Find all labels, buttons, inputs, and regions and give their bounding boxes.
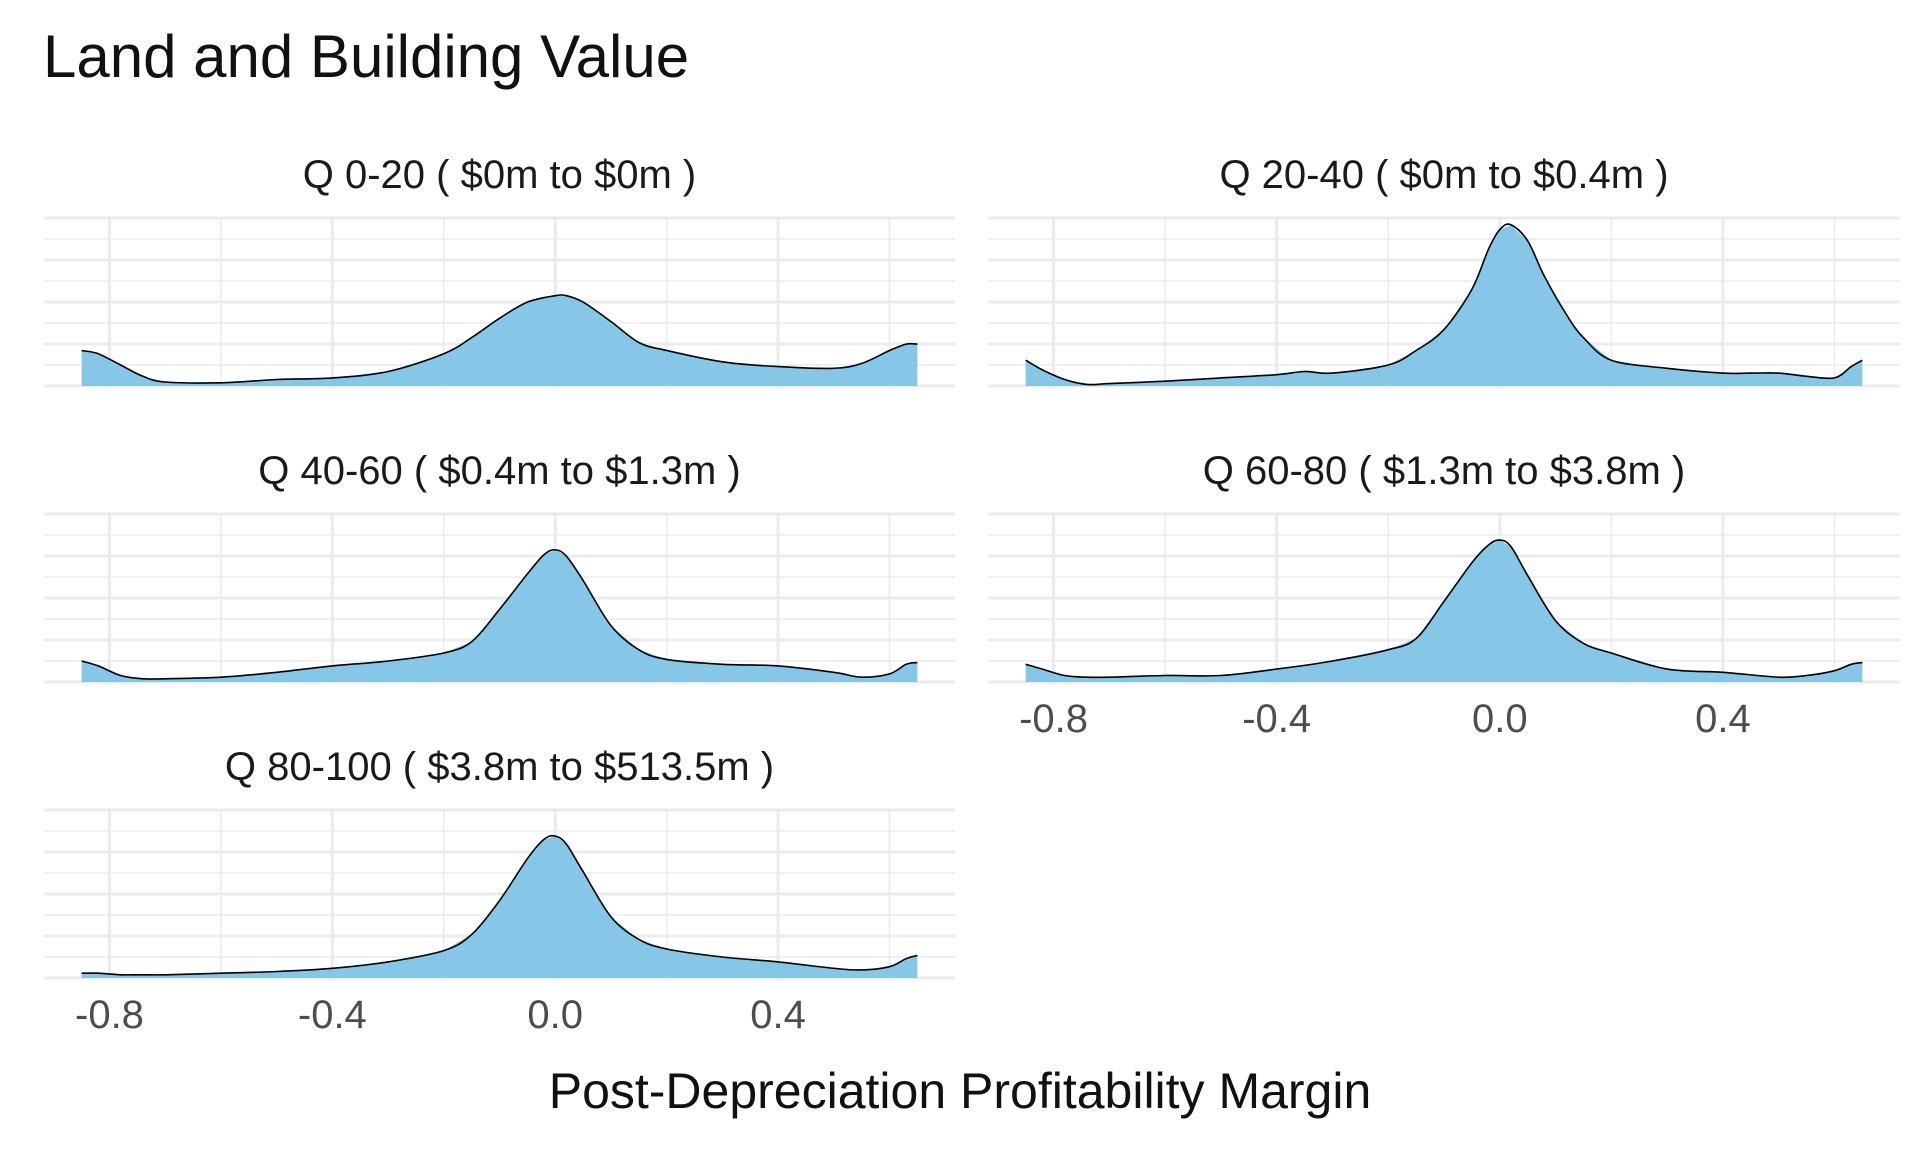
facet-label: Q 80-100 ( $3.8m to $513.5m ) [225, 745, 774, 789]
x-tick-label: -0.4 [1242, 697, 1311, 741]
density-line [81, 548, 918, 680]
density-area [81, 295, 918, 386]
chart-title: Land and Building Value [43, 23, 690, 90]
facet-panel-2: Q 20-40 ( $0m to $0.4m ) [988, 153, 1900, 388]
x-tick-label: 0.0 [1472, 697, 1528, 741]
x-tick-label: -0.4 [298, 993, 367, 1037]
density-line [81, 834, 918, 976]
density-line [1025, 539, 1863, 679]
facet-label: Q 60-80 ( $1.3m to $3.8m ) [1203, 449, 1685, 493]
density-line [81, 294, 918, 384]
density-area [1025, 224, 1863, 386]
facet-label: Q 20-40 ( $0m to $0.4m ) [1219, 153, 1668, 197]
density-area [81, 836, 918, 978]
x-axis-title: Post-Depreciation Profitability Margin [548, 1063, 1372, 1119]
facet-panel-1: Q 0-20 ( $0m to $0m ) [44, 153, 955, 388]
density-line [1025, 223, 1863, 386]
facet-panel-5: Q 80-100 ( $3.8m to $513.5m ) -0.8 -0.4 0.0… [44, 745, 955, 1037]
facet-panel-3: Q 40-60 ( $0.4m to $1.3m ) [44, 449, 955, 684]
x-tick-label: -0.8 [1019, 697, 1088, 741]
x-tick-label: -0.8 [75, 993, 144, 1037]
x-tick-label: 0.0 [527, 993, 583, 1037]
density-area [1025, 540, 1863, 682]
facet-label: Q 40-60 ( $0.4m to $1.3m ) [258, 449, 740, 493]
x-tick-label: 0.4 [1695, 697, 1751, 741]
facet-label: Q 0-20 ( $0m to $0m ) [303, 153, 696, 197]
facet-panel-4: Q 60-80 ( $1.3m to $3.8m ) -0.8 -0.4 0.0 0.4 [988, 449, 1900, 741]
density-area [81, 549, 918, 682]
x-tick-label: 0.4 [750, 993, 806, 1037]
